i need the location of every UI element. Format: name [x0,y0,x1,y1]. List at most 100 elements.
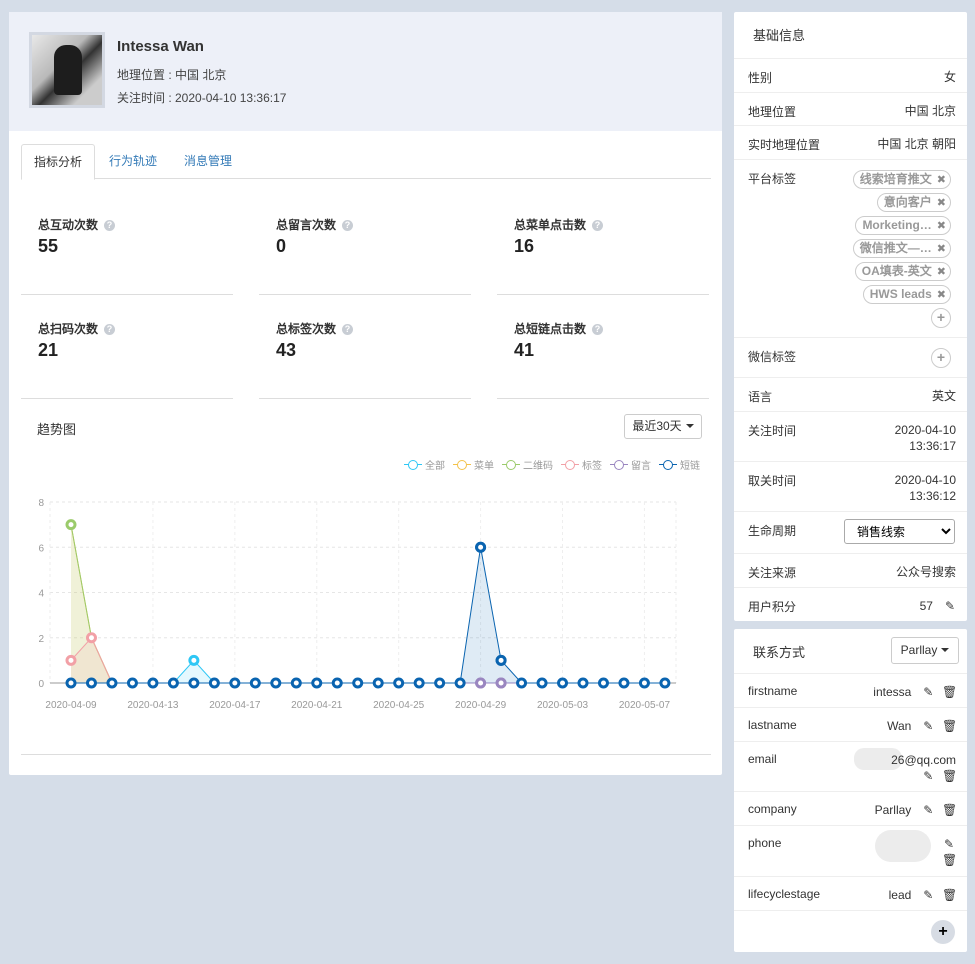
data-point [85,632,97,644]
contact-value: intessa [873,685,912,699]
row-wechat-tags: 微信标签 + [734,338,967,378]
pencil-icon[interactable]: ✎ [944,599,956,613]
data-point [557,677,569,689]
platform-tag: 意向客户 ✖ [876,193,951,212]
stat-value: 16 [514,236,535,256]
data-point [475,677,487,689]
help-icon[interactable]: ? [342,220,354,231]
date: 2020-04-10 [894,423,956,437]
lifecycle-select[interactable]: 销售线索 [844,519,955,544]
data-point [85,677,97,689]
series-line [70,524,665,684]
add-wechat-tag-button[interactable]: + [931,348,951,368]
data-point [516,677,528,689]
value: 中国 北京 [904,104,956,118]
remove-tag-icon[interactable]: ✖ [936,197,946,209]
profile-name: Intessa Wan [117,38,204,55]
series-area [71,524,665,683]
contact-row-lastname: lastname Wan ✎ 🗑 [734,708,967,742]
stat-label-text: 总标签次数 [276,322,337,336]
remove-tag-icon[interactable]: ✖ [936,243,946,255]
add-contact-button[interactable]: + [931,920,955,944]
data-point [331,677,343,689]
pencil-icon[interactable]: ✎ [923,685,934,699]
remove-tag-icon[interactable]: ✖ [936,220,946,232]
remove-tag-icon[interactable]: ✖ [936,266,946,278]
contact-key: email [748,752,777,766]
trash-icon[interactable]: 🗑 [942,803,958,817]
tag-label: Morketing… [862,218,932,232]
tag-list: 线索培育推文 ✖ 意向客户 ✖ Morketing… ✖ 微信推文—… ✖ OA填表-英文 ✖ HW… [852,170,951,328]
stat-label: 总标签次数? [276,320,354,337]
range-dropdown[interactable]: 最近30天 [624,414,702,439]
tab-metrics[interactable]: 指标分析 [21,144,96,180]
stat-label-text: 总菜单点击数 [514,218,587,232]
trend-chart: 0 2 4 6 8 2020-04-09 2020-04-13 2020-04-17 2020-… [38,498,677,711]
legend-item[interactable]: 二维码 [502,457,553,472]
tab-behavior[interactable]: 行为轨迹 [109,154,158,168]
pencil-icon[interactable]: ✎ [923,888,934,902]
trash-icon[interactable]: 🗑 [942,685,958,699]
pencil-icon[interactable]: ✎ [923,719,934,733]
data-point [618,677,630,689]
contact-row-email: email 26@qq.com ✎ 🗑 [734,742,967,792]
legend-item[interactable]: 短链 [659,457,700,472]
stat-label: 总短链点击数? [514,320,604,337]
data-point [413,677,425,689]
stat-label: 总互动次数? [38,216,116,233]
pencil-icon[interactable]: ✎ [923,769,934,783]
remove-tag-icon[interactable]: ✖ [936,174,946,186]
label: 平台标签 [748,172,797,186]
tab-bar: 指标分析 行为轨迹 消息管理 [21,144,711,180]
x-tick-label: 2020-05-07 [619,700,671,711]
contact-key: phone [748,836,782,850]
data-point [270,677,282,689]
data-point [495,677,507,689]
remove-tag-icon[interactable]: ✖ [936,289,946,301]
pencil-icon[interactable]: ✎ [923,803,934,817]
trash-icon[interactable]: 🗑 [942,719,958,733]
y-tick-label: 8 [38,498,44,509]
time: 13:36:12 [909,489,956,503]
stat-label-text: 总扫码次数 [38,322,99,336]
platform-tag: OA填表-英文 ✖ [854,262,951,281]
y-tick-label: 6 [38,543,44,554]
tag-label: 意向客户 [883,195,932,209]
contact-value: 26@qq.com [891,753,956,767]
legend-marker-icon [659,459,677,470]
value: 57 ✎ [920,598,957,614]
trash-icon[interactable]: 🗑 [942,853,958,867]
y-tick-label: 2 [38,634,44,645]
legend-item[interactable]: 全部 [404,457,445,472]
stat-value: 0 [276,236,287,256]
stat-label-text: 总留言次数 [276,218,337,232]
contact-value: lead [888,888,912,902]
x-tick-label: 2020-04-17 [209,700,261,711]
contact-key: lifecyclestage [748,887,821,901]
legend-item[interactable]: 留言 [610,457,651,472]
help-icon[interactable]: ? [104,324,116,335]
series-line [71,547,665,684]
trash-icon[interactable]: 🗑 [942,769,958,783]
legend-marker-icon [453,459,471,470]
x-tick-label: 2020-04-29 [455,700,507,711]
trash-icon[interactable]: 🗑 [942,888,958,902]
help-icon[interactable]: ? [104,220,116,231]
data-point [434,677,446,689]
data-point [65,519,77,531]
legend-marker-icon [561,459,579,470]
label: 用户积分 [748,600,797,614]
data-point [638,677,650,689]
label: 实时地理位置 [748,138,821,152]
help-icon[interactable]: ? [592,220,604,231]
tab-messages[interactable]: 消息管理 [184,154,233,168]
contact-source-dropdown[interactable]: Parllay [891,637,959,664]
add-platform-tag-button[interactable]: + [931,308,951,328]
tag-label: OA填表-英文 [861,264,932,278]
legend-item[interactable]: 标签 [561,457,602,472]
pencil-icon[interactable]: ✎ [943,837,955,851]
legend-item[interactable]: 菜单 [453,457,494,472]
help-icon[interactable]: ? [592,324,604,335]
help-icon[interactable]: ? [342,324,354,335]
contact-title: 联系方式 [734,629,967,674]
